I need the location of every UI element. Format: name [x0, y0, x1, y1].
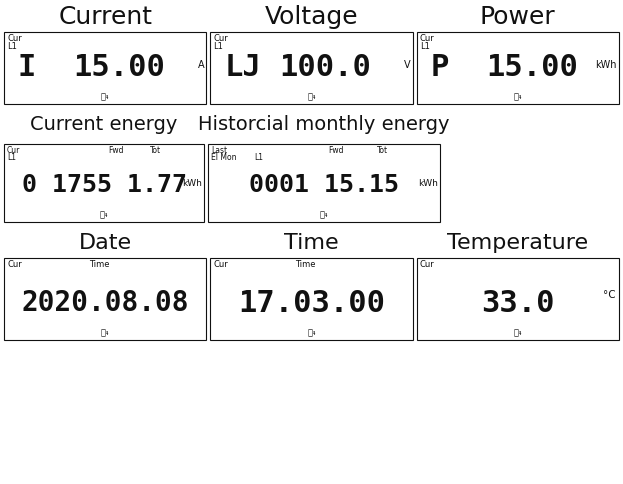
Text: El Mon: El Mon — [211, 153, 237, 162]
Text: L1: L1 — [7, 153, 16, 162]
Text: Cur: Cur — [7, 260, 22, 269]
Text: Time: Time — [295, 260, 316, 269]
Text: L1: L1 — [7, 42, 17, 51]
Text: A: A — [197, 60, 204, 70]
Text: 0 1755 1.77: 0 1755 1.77 — [22, 173, 186, 197]
Bar — [417, 258, 619, 340]
Bar — [211, 32, 412, 104]
Text: Last: Last — [211, 146, 227, 155]
Text: kWh: kWh — [182, 179, 202, 187]
Text: Tot: Tot — [378, 146, 389, 155]
Text: 15.00: 15.00 — [486, 54, 578, 82]
Text: L1: L1 — [213, 42, 223, 51]
Text: 17.03.00: 17.03.00 — [238, 288, 385, 318]
Text: kWh: kWh — [596, 60, 617, 70]
Bar — [211, 258, 412, 340]
Text: Fwd: Fwd — [329, 146, 344, 155]
Text: P: P — [430, 54, 449, 82]
Text: Current energy: Current energy — [31, 115, 178, 134]
Text: Ⓣ₄: Ⓣ₄ — [513, 92, 522, 101]
Text: Tot: Tot — [150, 146, 161, 155]
Text: Ⓣ₄: Ⓣ₄ — [320, 210, 328, 219]
Bar — [417, 32, 619, 104]
Text: Time: Time — [89, 260, 110, 269]
Text: V: V — [404, 60, 411, 70]
Text: Ⓣ₄: Ⓣ₄ — [101, 92, 110, 101]
Text: Cur: Cur — [213, 260, 228, 269]
Text: Ⓣ₄: Ⓣ₄ — [101, 328, 110, 337]
Text: 2020.08.08: 2020.08.08 — [21, 289, 189, 317]
Text: Cur: Cur — [420, 260, 434, 269]
Text: Ⓣ₄: Ⓣ₄ — [100, 210, 108, 219]
Text: Date: Date — [78, 233, 131, 253]
Text: Current: Current — [58, 5, 152, 29]
Text: 15.00: 15.00 — [74, 54, 165, 82]
Text: 33.0: 33.0 — [481, 288, 554, 318]
Text: Temperature: Temperature — [447, 233, 588, 253]
Text: Cur: Cur — [420, 34, 434, 43]
Text: Cur: Cur — [7, 146, 21, 155]
Text: Ⓣ₄: Ⓣ₄ — [513, 328, 522, 337]
Text: LJ: LJ — [224, 54, 261, 82]
Text: L1: L1 — [420, 42, 429, 51]
Text: Cur: Cur — [213, 34, 228, 43]
Text: Voltage: Voltage — [265, 5, 358, 29]
Text: I: I — [18, 54, 36, 82]
Text: Historcial monthly energy: Historcial monthly energy — [198, 115, 450, 134]
Bar — [4, 258, 206, 340]
Bar — [208, 144, 440, 222]
Bar — [4, 32, 206, 104]
Text: Ⓣ₄: Ⓣ₄ — [307, 328, 316, 337]
Text: Fwd: Fwd — [108, 146, 123, 155]
Text: Ⓣ₄: Ⓣ₄ — [307, 92, 316, 101]
Text: Cur: Cur — [7, 34, 22, 43]
Text: °C: °C — [603, 290, 616, 300]
Text: 0001 15.15: 0001 15.15 — [249, 173, 399, 197]
Bar — [4, 144, 204, 222]
Text: Time: Time — [284, 233, 339, 253]
Text: kWh: kWh — [418, 179, 438, 187]
Text: Power: Power — [480, 5, 556, 29]
Text: L1: L1 — [254, 153, 264, 162]
Text: 100.0: 100.0 — [280, 54, 371, 82]
